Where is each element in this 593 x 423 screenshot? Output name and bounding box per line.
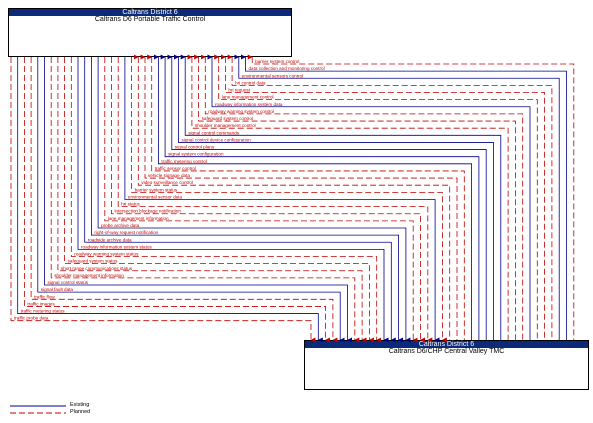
flow-line bbox=[174, 54, 494, 340]
flow-line bbox=[104, 57, 418, 343]
flow-line bbox=[214, 54, 538, 340]
flow-line bbox=[167, 54, 487, 340]
flow-line bbox=[187, 54, 509, 340]
legend-planned-label: Planned bbox=[70, 409, 91, 415]
top-element-agency: Caltrans District 6 bbox=[9, 9, 291, 16]
flow-label: video surveillance control bbox=[141, 180, 193, 185]
flow-label: short range communications status bbox=[61, 266, 133, 271]
flow-line bbox=[200, 54, 524, 340]
flow-line bbox=[117, 57, 433, 343]
flow-label: roadway information system data bbox=[215, 102, 283, 107]
flow-line bbox=[64, 57, 374, 343]
flow-label: signal control plans bbox=[175, 145, 215, 150]
flow-line bbox=[241, 54, 567, 340]
flow-line bbox=[153, 54, 473, 340]
flow-label: lane management control bbox=[222, 95, 274, 100]
flow-label: hri control data bbox=[235, 80, 266, 85]
flow-label: shoulder management control bbox=[195, 123, 256, 128]
flow-label: shoulder management information bbox=[54, 273, 124, 278]
flow-label: roadway information system status bbox=[81, 244, 152, 249]
flow-label: data collection and monitoring control bbox=[249, 66, 325, 71]
flow-label: traffic probe data bbox=[14, 316, 49, 321]
flow-label: vehicle signage data bbox=[148, 173, 190, 178]
flow-line bbox=[70, 57, 382, 343]
flow-label: barrier system control bbox=[255, 59, 299, 64]
flow-label: traffic metering status bbox=[21, 309, 66, 314]
flow-label: signal system configuration bbox=[168, 152, 224, 157]
flow-label: signal control status bbox=[48, 280, 89, 285]
top-element-name: Caltrans D6 Portable Traffic Control bbox=[94, 16, 206, 23]
flow-label: hri request bbox=[228, 88, 250, 93]
flow-label: traffic images bbox=[27, 301, 55, 306]
bottom-element-agency: Caltrans District 6 bbox=[305, 341, 588, 348]
flow-line bbox=[247, 54, 575, 340]
flow-line bbox=[227, 54, 553, 340]
flow-line bbox=[194, 54, 516, 340]
flow-label: right-of-way request notification bbox=[94, 230, 158, 235]
flow-line bbox=[37, 57, 345, 343]
flow-label: roadway warning system control bbox=[208, 109, 274, 114]
flow-line bbox=[207, 54, 531, 340]
flow-line bbox=[50, 57, 360, 343]
flow-line bbox=[77, 57, 389, 343]
flow-line bbox=[91, 57, 404, 343]
flow-line bbox=[57, 57, 367, 343]
flow-label: environmental sensors control bbox=[242, 73, 303, 78]
flow-label: environmental sensor data bbox=[128, 194, 183, 199]
top-element-box[interactable]: Caltrans District 6 Caltrans D6 Portable… bbox=[8, 8, 292, 57]
flow-label: roadway warning system status bbox=[74, 252, 139, 257]
flow-label: safeguard system status bbox=[68, 259, 118, 264]
flow-label: signal control commands bbox=[188, 130, 240, 135]
flow-label: signal fault data bbox=[41, 287, 74, 292]
flow-line bbox=[133, 54, 451, 340]
flow-line bbox=[220, 54, 545, 340]
flow-line bbox=[30, 57, 338, 343]
flow-line bbox=[10, 57, 316, 343]
flow-line bbox=[180, 54, 502, 340]
flow-line bbox=[17, 57, 323, 343]
flow-label: hri status bbox=[121, 202, 140, 207]
flow-label: barrier system status bbox=[135, 187, 178, 192]
flow-line bbox=[84, 57, 396, 343]
bottom-element-name: Caltrans D6/CHP Central Valley TMC bbox=[388, 348, 505, 355]
flow-line bbox=[131, 57, 447, 343]
flow-label: traffic metering control bbox=[161, 159, 206, 164]
flow-line bbox=[147, 54, 465, 340]
flow-label: traffic sensor control bbox=[155, 166, 196, 171]
flow-label: intersection blockage notification bbox=[115, 209, 182, 214]
flow-line bbox=[140, 54, 458, 340]
flow-label: traffic flow bbox=[34, 294, 55, 299]
flow-line bbox=[124, 57, 440, 343]
flow-line bbox=[44, 57, 352, 343]
flow-line bbox=[23, 57, 331, 343]
flow-line bbox=[97, 57, 411, 343]
flow-label: roadside archive data bbox=[88, 237, 132, 242]
flow-line bbox=[160, 54, 480, 340]
flow-line bbox=[234, 54, 560, 340]
legend-existing-label: Existing bbox=[70, 402, 90, 408]
flow-label: probe archive data bbox=[101, 223, 139, 228]
flow-line bbox=[111, 57, 425, 343]
flow-label: lane management information bbox=[108, 216, 169, 221]
flow-label: signal control device configuration bbox=[182, 137, 252, 142]
flow-label: safeguard system control bbox=[202, 116, 253, 121]
